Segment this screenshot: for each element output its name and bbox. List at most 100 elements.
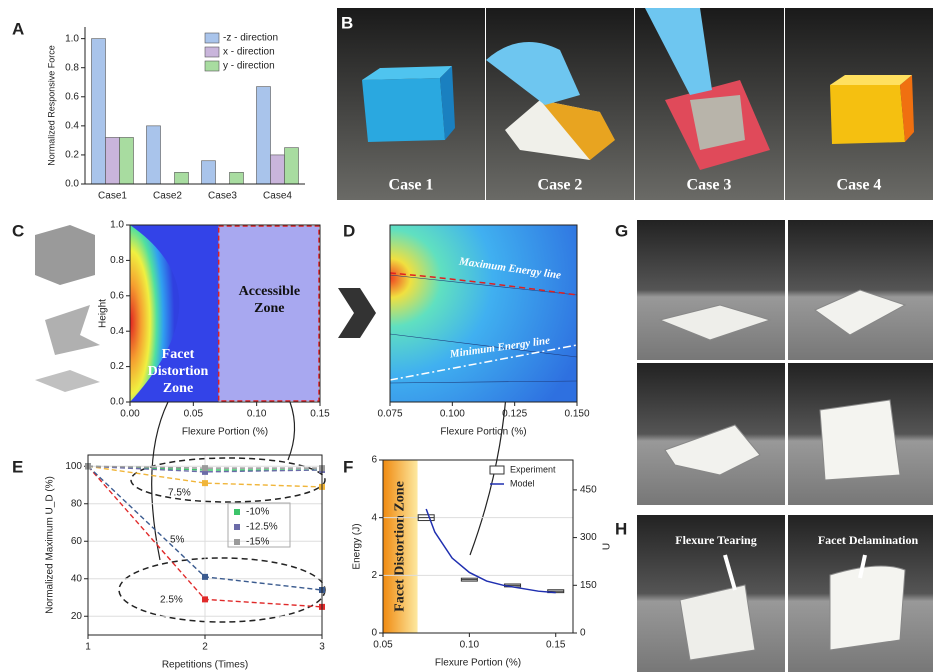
x-tick-label: Case1	[98, 191, 127, 202]
y-tick-label: 0.6	[65, 91, 79, 102]
page: {"panels":{"labels":["A","B","C","D","E"…	[0, 0, 933, 672]
y-tick-label: 0.8	[110, 255, 124, 266]
y-tick-label: 150	[580, 580, 597, 591]
y-tick-label: 40	[71, 573, 83, 584]
y-axis-label: Normalized Responsive Force	[46, 45, 56, 166]
legend-swatch	[234, 509, 240, 515]
chevron	[338, 288, 376, 338]
y-tick-label: 4	[371, 512, 377, 523]
bar	[202, 161, 216, 184]
panel-label: G	[615, 221, 628, 240]
x-tick-label: 0.05	[184, 409, 204, 420]
caption: Case 1	[389, 177, 434, 194]
marker	[202, 465, 208, 471]
x-tick-label: 0.100	[440, 409, 465, 420]
annotation-line: Zone	[163, 381, 193, 396]
series-label: 2.5%	[160, 595, 183, 606]
legend-label: y - direction	[223, 61, 275, 72]
legend-swatch	[234, 524, 240, 530]
annotation: Facet Distortion Zone	[392, 481, 407, 612]
x-tick-label: 1	[85, 642, 91, 653]
x-tick-label: 2	[202, 642, 208, 653]
x-tick-label: 0.15	[546, 640, 566, 651]
panel-label: B	[341, 13, 353, 32]
arrow	[152, 402, 168, 560]
y-tick-label: 0.0	[65, 179, 79, 190]
legend-label: -15%	[246, 537, 269, 548]
icon	[35, 370, 100, 392]
caption: Case 3	[687, 177, 732, 194]
y-tick-label: 0	[580, 628, 586, 639]
x-axis-label: Flexure Portion (%)	[182, 427, 268, 438]
marker	[202, 596, 208, 602]
y-tick-label: 1.0	[65, 33, 79, 44]
model-line	[426, 509, 556, 593]
legend-swatch	[234, 539, 240, 545]
bar	[92, 39, 106, 184]
y-tick-label: 6	[371, 455, 377, 466]
x-tick-label: 0.05	[373, 640, 393, 651]
panel-label: D	[343, 221, 355, 240]
legend-label: -z - direction	[223, 33, 278, 44]
annotation-line: Facet	[162, 347, 195, 362]
x-tick-label: Case2	[153, 191, 182, 202]
cube	[830, 85, 905, 144]
legend-label: -10%	[246, 507, 269, 518]
marker	[202, 480, 208, 486]
y-tick-label: 0.4	[110, 326, 124, 337]
y-tick-label: 0.8	[65, 62, 79, 73]
bar	[175, 172, 189, 184]
legend-swatch	[490, 466, 504, 474]
legend-swatch	[205, 61, 219, 71]
bar	[106, 137, 120, 184]
ellipse	[131, 458, 325, 502]
legend-label: Experiment	[510, 464, 556, 474]
x-tick-label: 0.10	[247, 409, 267, 420]
sample	[830, 566, 905, 650]
annotation-line: Distortion	[148, 364, 209, 379]
panel-label: E	[12, 457, 23, 476]
cube	[362, 78, 445, 142]
x-axis-label: Flexure Portion (%)	[440, 427, 526, 438]
series-label: 5%	[170, 535, 185, 546]
bar	[257, 87, 271, 184]
y-tick-label: 20	[71, 611, 83, 622]
x-axis-label: Flexure Portion (%)	[435, 658, 521, 669]
x-tick-label: 0.075	[377, 409, 402, 420]
y-tick-label: 0	[371, 628, 377, 639]
caption: Case 4	[837, 177, 882, 194]
caption: Case 2	[538, 177, 583, 194]
legend-label: x - direction	[223, 47, 275, 58]
figure: Flexure Tearing Facet Delamination Case …	[0, 0, 933, 672]
y-axis-label: Energy (J)	[352, 523, 363, 569]
bar	[271, 155, 285, 184]
panel-label: C	[12, 221, 24, 240]
photos-b	[337, 8, 933, 200]
y-tick-label: 300	[580, 532, 597, 543]
legend-label: -12.5%	[246, 522, 278, 533]
y-tick-label: 450	[580, 485, 597, 496]
x-axis-label: Repetitions (Times)	[162, 660, 248, 671]
panel-label: F	[343, 457, 353, 476]
y-axis-label: Height	[98, 299, 109, 328]
bar	[120, 137, 134, 184]
panel-label: A	[12, 19, 24, 38]
y-tick-label: 0.6	[110, 290, 124, 301]
y-axis-label: Normalized Maximum U_D (%)	[45, 476, 56, 614]
x-tick-label: 0.150	[564, 409, 589, 420]
y-tick-label: 0.4	[65, 120, 79, 131]
x-tick-label: Case3	[208, 191, 237, 202]
bar	[230, 172, 244, 184]
annotation-line: Zone	[254, 301, 284, 316]
x-tick-label: 0.00	[120, 409, 140, 420]
icon	[45, 305, 100, 355]
annotation: Facet Delamination	[818, 533, 919, 547]
x-tick-label: 0.125	[502, 409, 527, 420]
x-tick-label: 0.10	[460, 640, 480, 651]
y-axis-label: U	[602, 543, 613, 550]
bar	[285, 148, 299, 184]
annotation: Flexure Tearing	[675, 533, 756, 547]
panel-label: H	[615, 519, 627, 538]
icon	[35, 225, 95, 285]
sample	[820, 400, 900, 480]
